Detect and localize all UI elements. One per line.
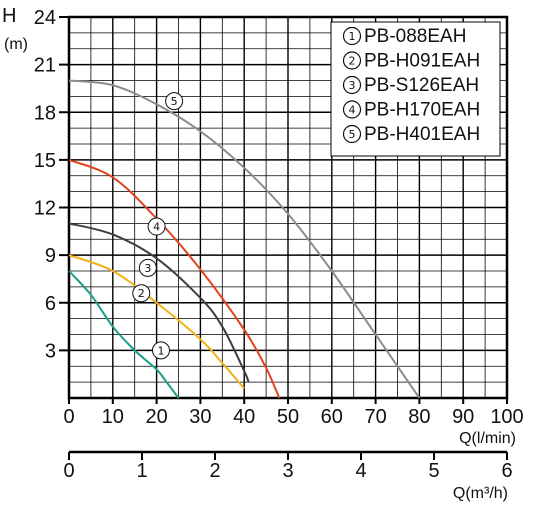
y-axis-unit: (m) xyxy=(4,36,28,53)
series-line-1 xyxy=(68,270,180,399)
x2-tick-label: 2 xyxy=(209,460,220,482)
legend-entry: PB-H170EAH xyxy=(364,100,480,121)
series-line-3 xyxy=(68,222,250,383)
legend-marker-number: 1 xyxy=(349,30,356,43)
curve-marker-label: 1 xyxy=(157,344,164,357)
legend-marker xyxy=(342,75,362,95)
y-tick-label: 6 xyxy=(45,293,56,315)
legend-marker xyxy=(342,26,362,46)
secondary-x-ticks: 0 1 2 3 4 5 6 xyxy=(63,452,513,482)
curve-marker-5 xyxy=(165,92,184,111)
legend-marker xyxy=(342,100,362,119)
y-tick-label: 21 xyxy=(34,55,56,77)
curve-marker-1 xyxy=(151,341,170,360)
curve-markers: 1 2 3 4 5 xyxy=(132,92,184,360)
curve-marker-4 xyxy=(147,217,166,236)
x2-tick-label: 1 xyxy=(136,460,147,482)
legend-entry: PB-H401EAH xyxy=(364,124,480,145)
x2-tick-label: 5 xyxy=(428,460,439,482)
y-tick-label: 9 xyxy=(45,245,56,267)
legend-marker-number: 4 xyxy=(349,104,356,117)
y-tick-label: 15 xyxy=(34,150,56,172)
curves xyxy=(68,79,421,399)
curve-marker-label: 2 xyxy=(138,287,145,300)
curve-marker-3 xyxy=(138,258,157,277)
series-line-5 xyxy=(68,79,421,399)
x2-tick-label: 3 xyxy=(282,460,293,482)
curve-marker-label: 3 xyxy=(144,262,151,275)
legend-marker-number: 3 xyxy=(349,79,356,92)
x2-tick-label: 0 xyxy=(63,460,74,482)
y-tick-label: 24 xyxy=(34,7,56,29)
series-line-2 xyxy=(68,254,245,390)
legend-marker-number: 2 xyxy=(349,55,356,68)
x-tick-label: 0 xyxy=(63,406,74,428)
legend-marker xyxy=(342,51,362,70)
x-tick-label: 60 xyxy=(321,406,343,428)
legend-marker-number: 5 xyxy=(349,128,356,141)
y-tick-labels: 3 6 9 12 15 18 21 24 xyxy=(34,7,69,362)
x-tick-label: 50 xyxy=(277,406,299,428)
x-tick-label: 90 xyxy=(452,406,474,428)
legend-entry: PB-S126EAH xyxy=(364,75,479,96)
x-tick-label: 100 xyxy=(490,406,523,428)
legend-entry: PB-088EAH xyxy=(364,26,466,47)
x-tick-label: 10 xyxy=(102,406,124,428)
x2-tick-label: 6 xyxy=(501,460,512,482)
legend-entry: PB-H091EAH xyxy=(364,51,480,72)
series-line-4 xyxy=(68,158,281,399)
x-tick-label: 20 xyxy=(145,406,167,428)
curve-marker-2 xyxy=(132,284,151,303)
x-tick-label: 70 xyxy=(364,406,386,428)
x-axis-label: Q(l/min) xyxy=(459,430,516,447)
x-tick-label: 30 xyxy=(189,406,211,428)
curve-marker-label: 5 xyxy=(171,95,178,108)
y-tick-label: 18 xyxy=(34,102,56,124)
y-tick-label: 12 xyxy=(34,198,56,220)
legend: 1 PB-088EAH 2 PB-H091EAH 3 PB-S126EAH 4 PB-H170… xyxy=(330,21,501,157)
y-tick-label: 3 xyxy=(45,340,56,362)
x2-tick-label: 4 xyxy=(355,460,366,482)
x-tick-labels: 0 10 20 30 40 50 60 70 80 90 100 xyxy=(63,398,524,428)
x-tick-label: 80 xyxy=(408,406,430,428)
x-tick-label: 40 xyxy=(233,406,255,428)
y-axis-label: H xyxy=(2,5,16,27)
legend-marker xyxy=(342,124,362,144)
secondary-x-axis-label: Q(m³/h) xyxy=(453,485,508,502)
curve-marker-label: 4 xyxy=(153,221,160,234)
